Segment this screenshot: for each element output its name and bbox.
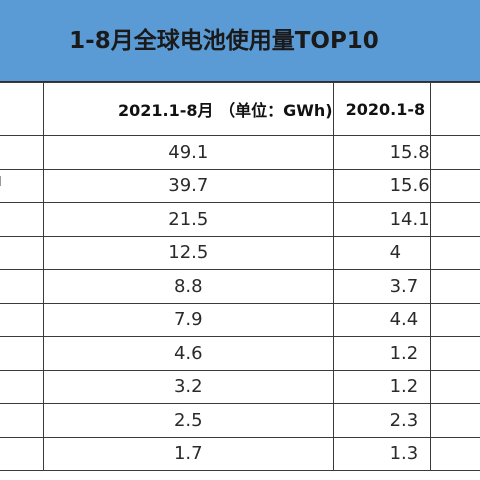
company-cell[interactable] <box>0 235 44 270</box>
value-2020-cell[interactable]: 2.3 <box>332 403 431 438</box>
header-cell-2020[interactable]: 2020.1-8 <box>332 82 431 136</box>
value-2021-cell[interactable]: 49.1 <box>43 135 334 170</box>
table-row: 8.8 3.7 <box>0 269 480 304</box>
cut-off-text-fragment <box>0 176 5 186</box>
value-2020-cell[interactable]: 14.1 <box>332 202 431 237</box>
company-cell[interactable] <box>0 436 44 471</box>
company-cell[interactable] <box>0 135 44 170</box>
company-cell[interactable] <box>0 168 44 203</box>
table-row: 12.5 4 <box>0 235 480 270</box>
value-2021-cell[interactable]: 4.6 <box>43 336 334 371</box>
header-row: 2021.1-8月 （单位：GWh) 2020.1-8 <box>0 82 480 136</box>
header-cell-2021[interactable]: 2021.1-8月 （单位：GWh) <box>43 82 334 136</box>
table-row: 39.7 15.6 <box>0 168 480 203</box>
table-row: 21.5 14.1 <box>0 202 480 237</box>
header-cell-extra[interactable] <box>429 82 480 136</box>
extra-cell[interactable] <box>429 336 480 371</box>
value-2020-cell[interactable]: 1.2 <box>332 336 431 371</box>
extra-cell[interactable] <box>429 302 480 337</box>
company-cell[interactable] <box>0 403 44 438</box>
table-row: 3.2 1.2 <box>0 369 480 404</box>
value-2021-cell[interactable]: 39.7 <box>43 168 334 203</box>
extra-cell[interactable] <box>429 436 480 471</box>
title-bar: 1-8月全球电池使用量TOP10 <box>0 0 480 82</box>
value-2021-cell[interactable]: 21.5 <box>43 202 334 237</box>
table-row: 2.5 2.3 <box>0 403 480 438</box>
value-2020-cell[interactable]: 1.2 <box>332 369 431 404</box>
value-2020-cell[interactable]: 15.6 <box>332 168 431 203</box>
company-cell[interactable] <box>0 202 44 237</box>
value-2021-cell[interactable]: 7.9 <box>43 302 334 337</box>
extra-cell[interactable] <box>429 202 480 237</box>
table-title: 1-8月全球电池使用量TOP10 <box>69 28 379 54</box>
extra-cell[interactable] <box>429 135 480 170</box>
value-2021-cell[interactable]: 12.5 <box>43 235 334 270</box>
value-2020-cell[interactable]: 4 <box>332 235 431 270</box>
battery-usage-table: 2021.1-8月 （单位：GWh) 2020.1-8 49.1 15.8 39… <box>0 82 480 471</box>
value-2021-cell[interactable]: 2.5 <box>43 403 334 438</box>
extra-cell[interactable] <box>429 369 480 404</box>
extra-cell[interactable] <box>429 235 480 270</box>
table-row: 1.7 1.3 <box>0 436 480 471</box>
company-cell[interactable] <box>0 302 44 337</box>
value-2021-cell[interactable]: 1.7 <box>43 436 334 471</box>
header-cell-company[interactable] <box>0 82 44 136</box>
value-2020-cell[interactable]: 3.7 <box>332 269 431 304</box>
value-2020-cell[interactable]: 1.3 <box>332 436 431 471</box>
company-cell[interactable] <box>0 269 44 304</box>
value-2021-cell[interactable]: 8.8 <box>43 269 334 304</box>
value-2021-cell[interactable]: 3.2 <box>43 369 334 404</box>
extra-cell[interactable] <box>429 403 480 438</box>
extra-cell[interactable] <box>429 269 480 304</box>
value-2020-cell[interactable]: 4.4 <box>332 302 431 337</box>
table-row: 49.1 15.8 <box>0 135 480 170</box>
table-row: 7.9 4.4 <box>0 302 480 337</box>
extra-cell[interactable] <box>429 168 480 203</box>
table-row: 4.6 1.2 <box>0 336 480 371</box>
value-2020-cell[interactable]: 15.8 <box>332 135 431 170</box>
company-cell[interactable] <box>0 369 44 404</box>
company-cell[interactable] <box>0 336 44 371</box>
